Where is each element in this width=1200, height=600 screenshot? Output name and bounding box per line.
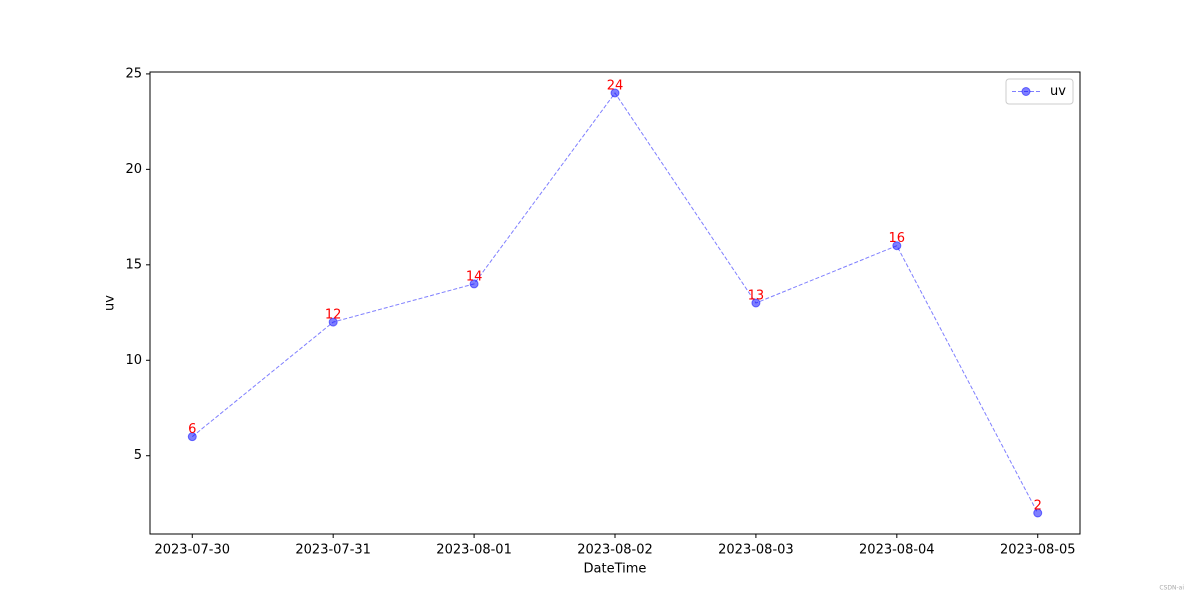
data-point — [892, 241, 902, 251]
x-tick-label: 2023-07-30 — [154, 543, 230, 558]
legend-marker — [1021, 87, 1031, 96]
data-point — [1033, 508, 1043, 518]
y-tick-label: 25 — [125, 66, 142, 81]
x-tick-label: 2023-08-01 — [436, 543, 512, 558]
value-label: 2 — [1034, 499, 1042, 514]
legend-label: uv — [1050, 84, 1066, 99]
y-tick-label: 15 — [125, 257, 142, 272]
value-label: 24 — [607, 79, 624, 94]
y-tick-label: 20 — [125, 162, 142, 177]
data-point — [469, 279, 479, 289]
data-point — [187, 432, 197, 442]
x-tick-label: 2023-08-03 — [718, 543, 794, 558]
y-tick-label: 5 — [134, 448, 142, 463]
value-label: 16 — [889, 231, 906, 246]
value-label: 12 — [325, 308, 342, 323]
x-tick-label: 2023-07-31 — [295, 543, 371, 558]
value-label: 13 — [748, 289, 765, 304]
plot-frame — [149, 71, 1081, 535]
x-tick-label: 2023-08-02 — [577, 543, 653, 558]
watermark: CSDN-ai — [1159, 585, 1184, 592]
data-point — [751, 298, 761, 308]
y-axis-label: uv — [103, 295, 118, 311]
data-line — [191, 92, 1039, 514]
x-tick-label: 2023-08-04 — [859, 543, 935, 558]
value-label: 14 — [466, 269, 483, 284]
x-axis-label: DateTime — [584, 562, 647, 577]
data-point — [610, 88, 620, 98]
data-point — [328, 317, 338, 327]
y-tick-label: 10 — [125, 353, 142, 368]
x-tick-label: 2023-08-05 — [1000, 543, 1076, 558]
value-label: 6 — [188, 422, 196, 437]
